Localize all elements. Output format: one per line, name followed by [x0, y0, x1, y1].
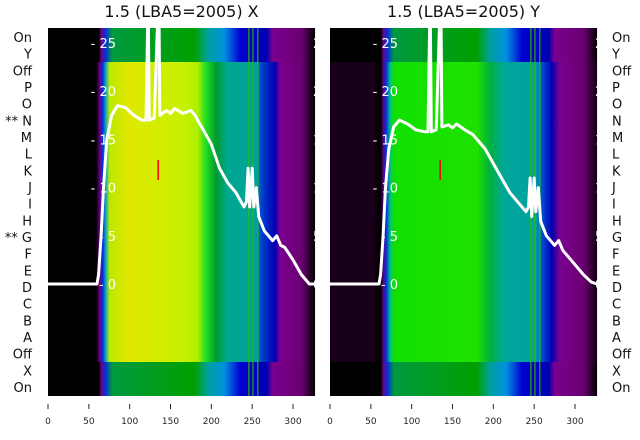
middle-band: [330, 62, 598, 362]
channel-line: [248, 28, 250, 396]
y-tick-label: - 5: [381, 230, 398, 245]
row-label-right: On: [612, 381, 630, 396]
x-tick-label: 0: [45, 417, 51, 427]
y-tick-label-right: 0: [595, 278, 603, 293]
row-label-left: On: [14, 381, 32, 396]
row-label-left: J: [27, 181, 32, 196]
row-label-right: F: [612, 248, 619, 263]
row-label-right: D: [612, 281, 622, 296]
row-label-right: X: [612, 364, 621, 379]
y-tick-label-right: 20: [313, 85, 330, 100]
row-label-right: Off: [612, 348, 632, 363]
y-tick-label: - 20: [91, 85, 116, 100]
row-label-left: K: [23, 164, 32, 179]
row-label-right: E: [612, 264, 620, 279]
row-label-right: A: [612, 331, 621, 346]
row-label-left: O: [22, 98, 32, 113]
y-tick-label-right: 10: [595, 182, 612, 197]
x-tick-label: 250: [526, 417, 543, 427]
row-label-right: Off: [612, 64, 632, 79]
y-tick-label: - 25: [91, 37, 116, 52]
y-tick-label: - 0: [381, 278, 398, 293]
x-tick-label: 100: [121, 417, 138, 427]
row-label-right: On: [612, 31, 630, 46]
rfi-mark: [157, 160, 159, 180]
channel-line: [252, 28, 254, 396]
row-label-left: Off: [13, 64, 33, 79]
row-label-left: A: [23, 331, 32, 346]
x-tick-label: 50: [365, 417, 377, 427]
row-label-right: P: [612, 81, 620, 96]
row-label-left: D: [22, 281, 32, 296]
bottom-band: [330, 362, 598, 396]
y-tick-label-right: 5: [313, 230, 321, 245]
series-line-y: [330, 26, 598, 286]
row-label-right: O: [612, 98, 622, 113]
row-label-right: N: [612, 114, 622, 129]
series-line-x: [48, 26, 316, 286]
y-tick-label: - 25: [373, 37, 398, 52]
y-tick-label: - 5: [99, 230, 116, 245]
row-label-left: B: [23, 314, 32, 329]
row-label-left: P: [24, 81, 32, 96]
y-tick-label-right: 5: [595, 230, 603, 245]
row-label-right: L: [612, 148, 620, 163]
row-label-left: On: [14, 31, 32, 46]
chart-title: 1.5 (LBA5=2005) Y: [387, 2, 540, 21]
y-tick-label: - 10: [91, 182, 116, 197]
middle-band: [48, 62, 316, 362]
bottom-band: [48, 362, 316, 396]
row-label-right: I: [612, 198, 616, 213]
x-tick-label: 50: [83, 417, 95, 427]
y-tick-label: - 0: [99, 278, 116, 293]
row-label-right: M: [612, 131, 623, 146]
row-label-left: ** N: [5, 114, 32, 129]
row-label-left: ** G: [5, 231, 32, 246]
x-tick-label: 200: [485, 417, 502, 427]
y-tick-label-right: 0: [313, 278, 321, 293]
row-label-right: Y: [611, 48, 620, 63]
row-label-right: K: [612, 164, 621, 179]
y-tick-label: - 20: [373, 85, 398, 100]
y-tick-label-right: 10: [313, 182, 330, 197]
row-label-left: L: [25, 148, 33, 163]
y-tick-label-right: 25: [595, 37, 612, 52]
y-tick-label-right: 15: [313, 133, 330, 148]
row-label-right: J: [611, 181, 616, 196]
x-tick-label: 250: [244, 417, 261, 427]
row-label-right: G: [612, 231, 622, 246]
row-label-left: Off: [13, 348, 33, 363]
y-tick-label-right: 15: [595, 133, 612, 148]
x-tick-label: 150: [444, 417, 461, 427]
x-tick-label: 300: [284, 417, 301, 427]
top-band: [330, 28, 598, 62]
row-label-left: C: [23, 298, 32, 313]
row-label-left: H: [22, 214, 32, 229]
x-tick-label: 150: [162, 417, 179, 427]
x-tick-label: 300: [566, 417, 583, 427]
row-label-left: I: [28, 198, 32, 213]
row-label-right: B: [612, 314, 621, 329]
x-tick-label: 100: [403, 417, 420, 427]
row-label-left: E: [24, 264, 32, 279]
row-label-left: Y: [23, 48, 32, 63]
panel-x: [48, 26, 316, 396]
x-tick-label: 200: [203, 417, 220, 427]
row-label-right: C: [612, 298, 621, 313]
y-tick-label: - 15: [373, 133, 398, 148]
x-tick-label: 0: [327, 417, 333, 427]
rfi-mark: [439, 160, 441, 180]
y-tick-label: - 15: [91, 133, 116, 148]
row-label-left: F: [25, 248, 32, 263]
y-tick-label-right: 20: [595, 85, 612, 100]
top-band: [48, 28, 316, 62]
chart-title: 1.5 (LBA5=2005) X: [104, 2, 258, 21]
y-tick-label-right: 25: [313, 37, 330, 52]
y-tick-label: - 10: [373, 182, 398, 197]
row-label-left: M: [21, 131, 32, 146]
row-label-right: H: [612, 214, 622, 229]
row-label-left: X: [23, 364, 32, 379]
panel-y: [330, 26, 598, 396]
